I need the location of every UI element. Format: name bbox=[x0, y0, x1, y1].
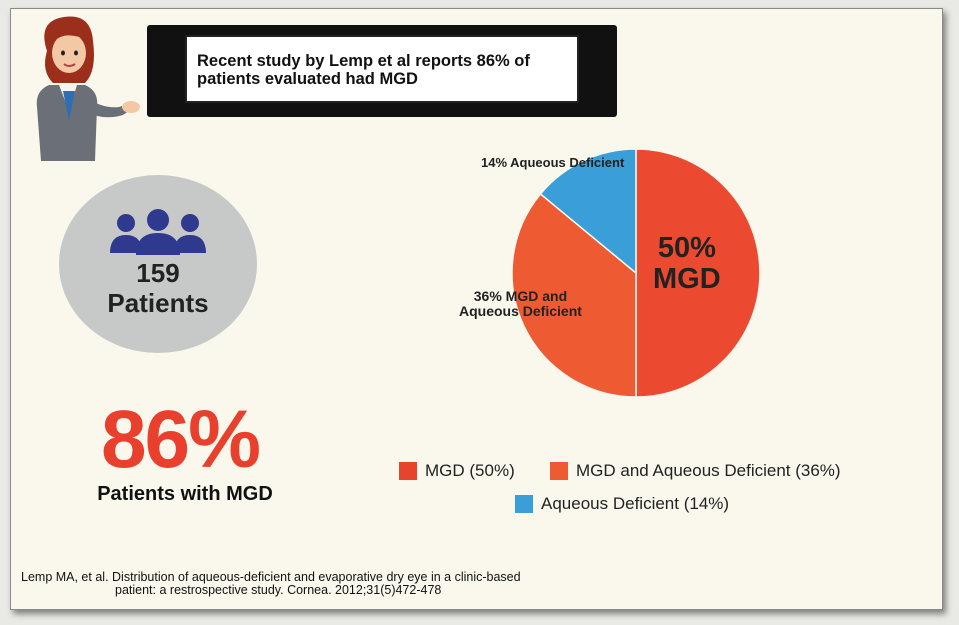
citation-line1: Lemp MA, et al. Distribution of aqueous-… bbox=[21, 570, 521, 584]
legend-label-mixed: MGD and Aqueous Deficient (36%) bbox=[576, 461, 841, 480]
legend-swatch-mixed bbox=[550, 462, 568, 480]
legend-label-aqueous: Aqueous Deficient (14%) bbox=[541, 494, 730, 513]
pie-slice-aqueous-deficient bbox=[539, 148, 637, 275]
presenter-illustration bbox=[36, 16, 140, 161]
legend-item-mixed: MGD and Aqueous Deficient (36%) bbox=[550, 461, 841, 481]
legend-item-aqueous: Aqueous Deficient (14%) bbox=[515, 494, 729, 514]
pie-slice-mgd bbox=[635, 148, 761, 398]
patient-count: 159 bbox=[136, 258, 180, 288]
pie-label-mixed-line2: Aqueous Deficient bbox=[459, 303, 582, 319]
citation: Lemp MA, et al. Distribution of aqueous-… bbox=[21, 571, 521, 597]
citation-line2: patient: a restrospective study. Cornea.… bbox=[115, 583, 442, 597]
slide: Recent study by Lemp et al reports 86% o… bbox=[10, 8, 943, 610]
pie-chart bbox=[511, 148, 761, 398]
banner: Recent study by Lemp et al reports 86% o… bbox=[147, 25, 617, 117]
pie-label-aqueous: 14% Aqueous Deficient bbox=[481, 155, 625, 170]
legend-item-mgd: MGD (50%) bbox=[399, 461, 515, 481]
banner-text: Recent study by Lemp et al reports 86% o… bbox=[185, 35, 579, 103]
pie-label-mgd-name: MGD bbox=[653, 263, 721, 295]
patients-circle: 159 Patients bbox=[59, 175, 257, 353]
patient-count-label: Patients bbox=[107, 288, 209, 318]
pie-label-mgd: 50% MGD bbox=[653, 233, 721, 295]
legend-swatch-aqueous bbox=[515, 495, 533, 513]
people-icon bbox=[110, 209, 206, 255]
legend-label-mgd: MGD (50%) bbox=[425, 461, 515, 480]
pie-slice-mgd-and-aqueous-deficient bbox=[511, 192, 637, 398]
pie-label-mgd-pct: 50% bbox=[657, 232, 716, 264]
pie-label-mixed-line1: 36% MGD and bbox=[473, 288, 568, 304]
highlight-label: Patients with MGD bbox=[97, 483, 273, 505]
pie-label-mixed: 36% MGD and Aqueous Deficient bbox=[459, 289, 582, 319]
legend-swatch-mgd bbox=[399, 462, 417, 480]
highlight-percent: 86% bbox=[100, 394, 261, 485]
